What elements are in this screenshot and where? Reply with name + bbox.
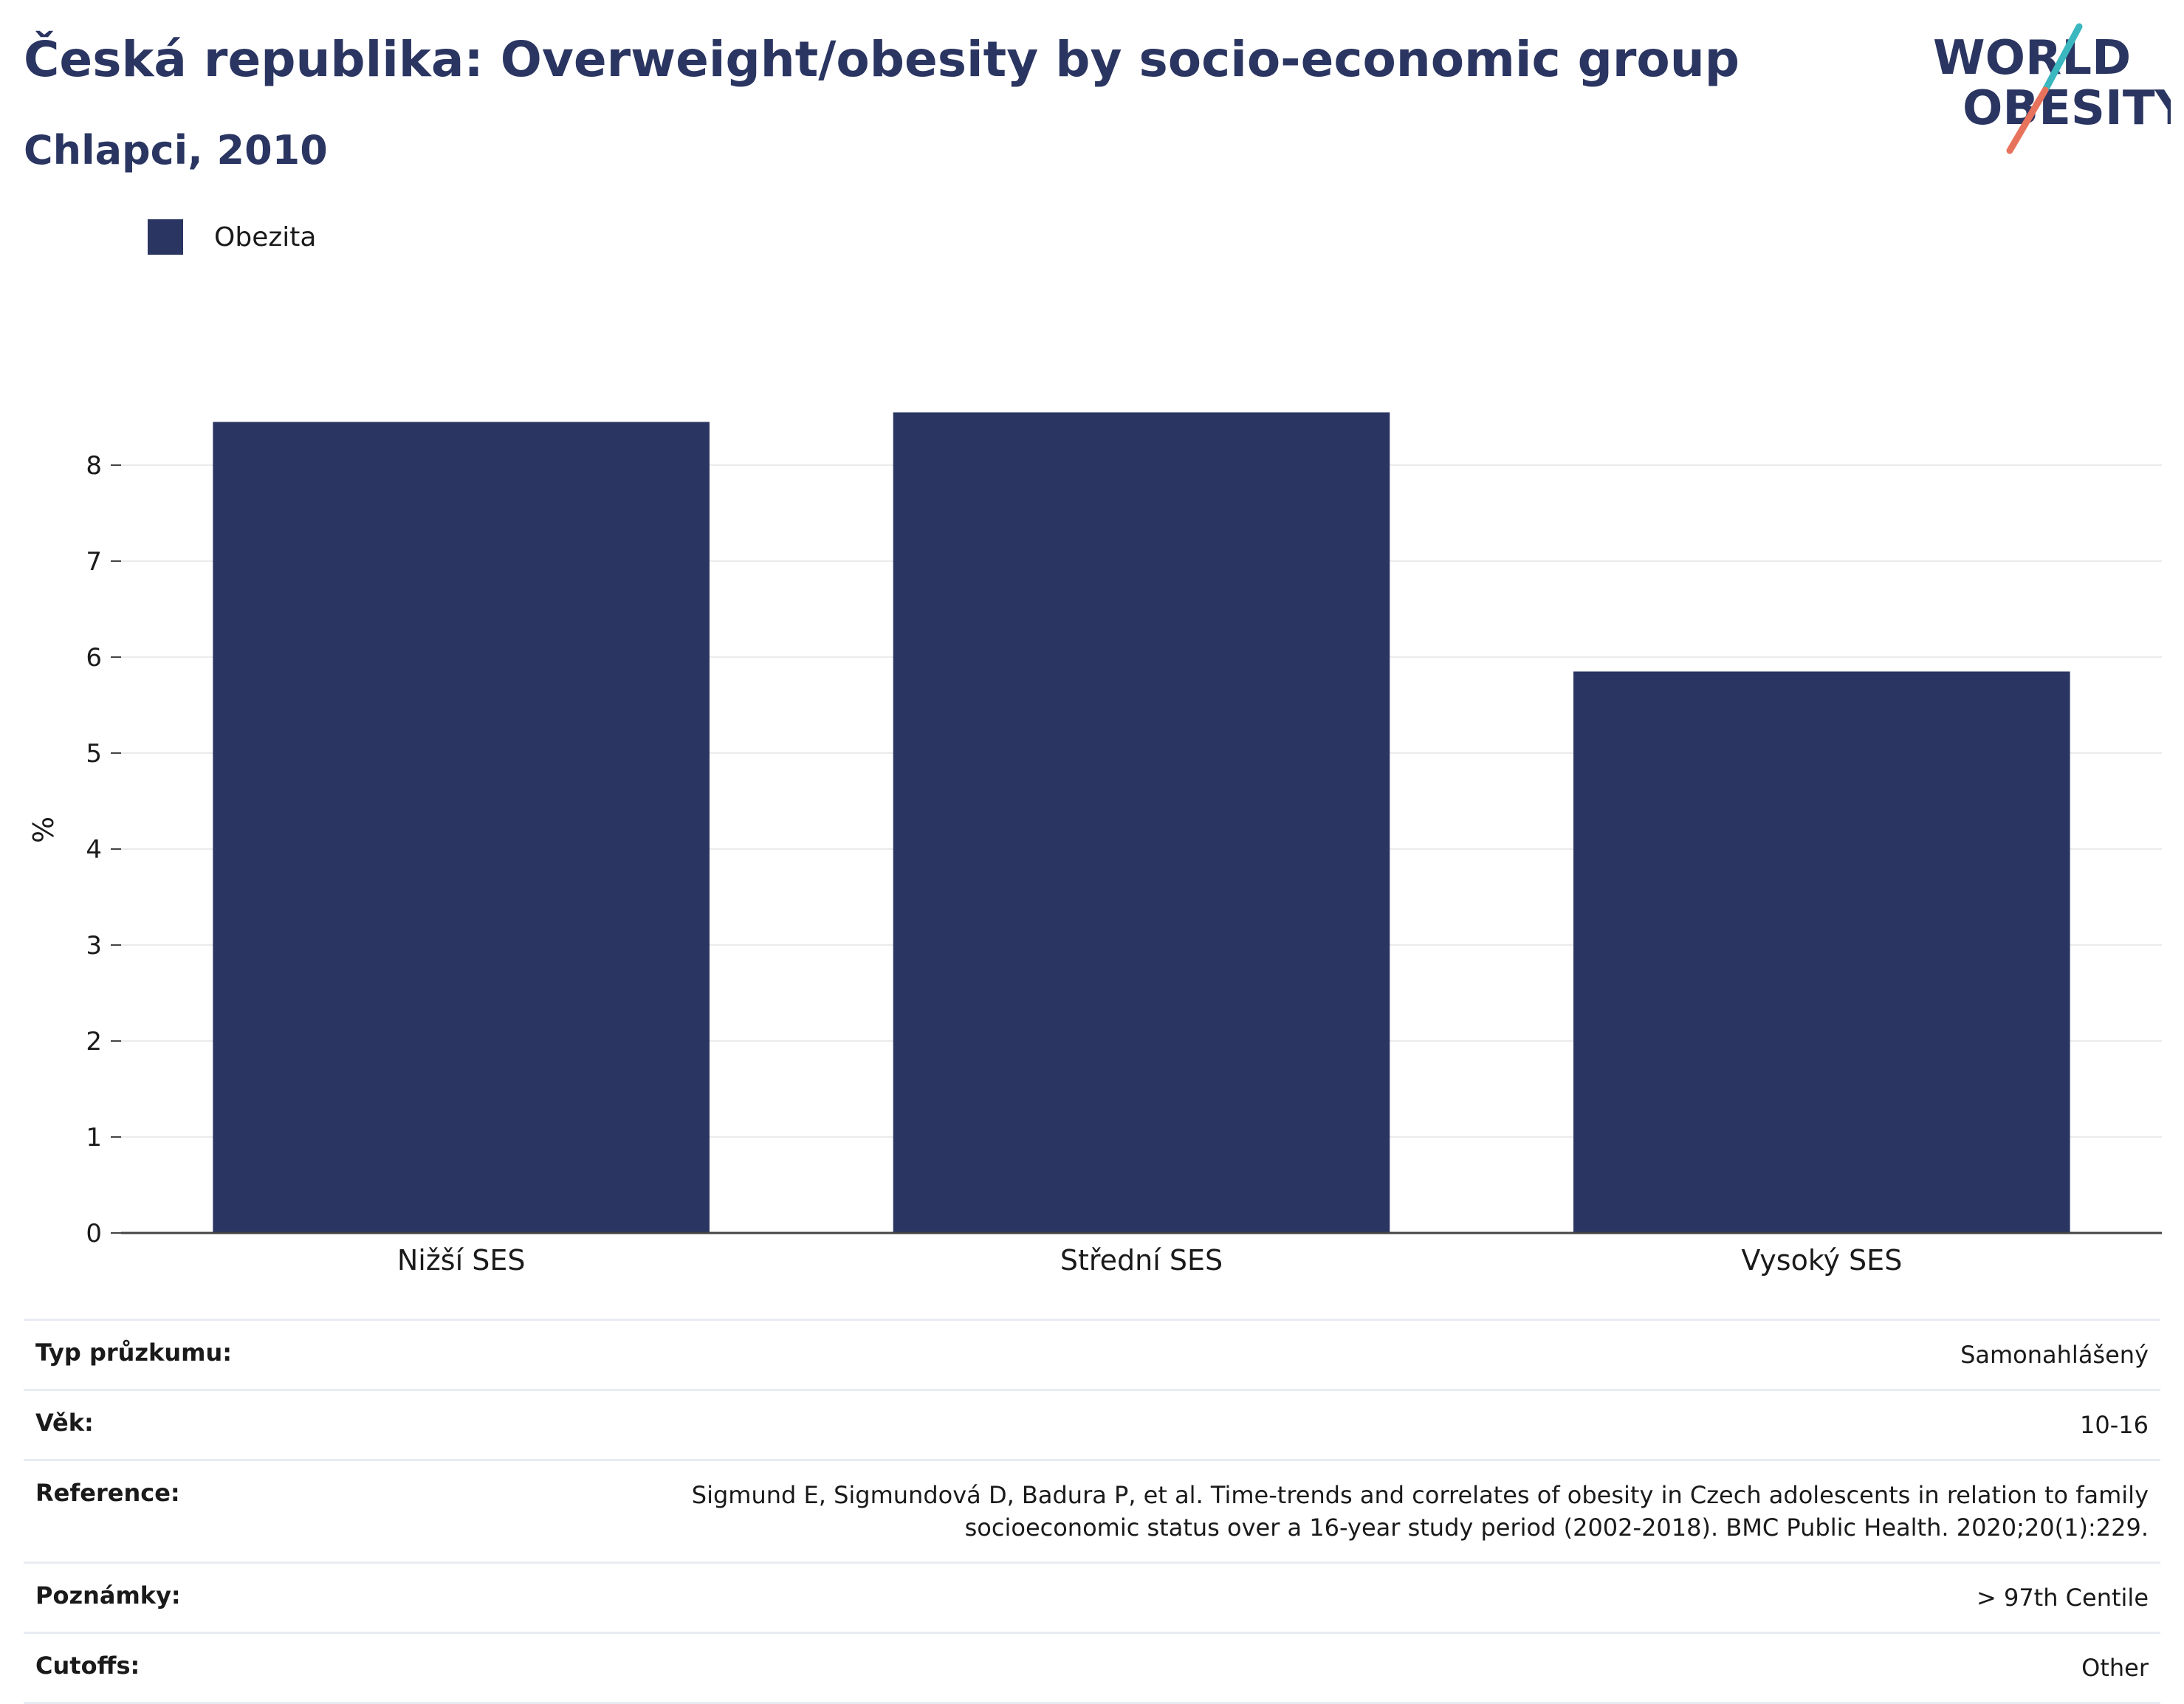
metadata-value: > 97th Centile [343,1563,2160,1633]
bar-1 [213,422,710,1233]
legend-label-obezita: Obezita [214,221,317,252]
metadata-value: Samonahlášený [343,1320,2160,1390]
metadata-row: Typ průzkumu: Samonahlášený [24,1319,2160,1390]
y-tick-label-1: 1 [86,1123,102,1152]
metadata-value-line: 10-16 [2080,1411,2149,1439]
y-tick-label-7: 7 [86,547,102,577]
metadata-row: Cutoffs: Other [24,1632,2160,1703]
x-tick-label-1: Nižší SES [397,1244,526,1277]
metadata-value-line: Sigmund E, Sigmundová D, Badura P, et al… [691,1481,2149,1509]
chart-subtitle: Chlapci, 2010 [24,127,328,174]
metadata-value: 10-16 [343,1390,2160,1460]
metadata-row: Reference: Sigmund E, Sigmundová D, Badur… [24,1460,2160,1563]
bar-3 [1573,671,2070,1233]
logo-line2: OBESITY [1962,81,2171,136]
metadata-row: Poznámky: > 97th Centile [24,1562,2160,1633]
y-tick-label-3: 3 [86,931,102,961]
y-tick-label-0: 0 [86,1219,102,1248]
y-tick-label-2: 2 [86,1027,102,1057]
metadata-label: Cutoffs: [35,1652,140,1680]
chart-title: Česká republika: Overweight/obesity by s… [24,31,1740,88]
x-tick-label-3: Vysoký SES [1741,1244,1902,1277]
metadata-label: Poznámky: [35,1581,181,1609]
metadata-value-line: Samonahlášený [1960,1341,2149,1369]
bar-chart: 0 1 2 3 4 5 6 7 8% Nižší SES Střední SES Vysoký SES [27,412,2162,1277]
y-tick-label-6: 6 [86,643,102,673]
logo-line1: WORLD [1933,31,2131,86]
metadata-value-line: > 97th Centile [1976,1584,2149,1612]
logo-slash-coral [2006,86,2049,154]
world-obesity-logo: WORLD OBESITY [1920,16,2171,157]
y-tick-label-5: 5 [86,739,102,769]
logo-graphic: WORLD OBESITY [1933,23,2171,154]
bar-2 [893,412,1390,1233]
y-tick-label-4: 4 [86,835,102,865]
chart-legend: Obezita [148,219,316,255]
metadata-value-line: socioeconomic status over a 16-year stud… [964,1514,2149,1542]
y-axis-label: % [27,817,60,843]
legend-swatch-obezita [148,219,183,255]
metadata-value: Other [343,1633,2160,1703]
y-tick-label-8: 8 [86,451,102,481]
x-tick-label-2: Střední SES [1060,1244,1223,1277]
metadata-table: Typ průzkumu: Samonahlášený Věk: 10-16 Refer… [24,1319,2160,1704]
metadata-row: Věk: 10-16 [24,1389,2160,1460]
logo-slash-teal [2042,23,2083,94]
metadata-label: Reference: [35,1479,180,1507]
metadata-value: Sigmund E, Sigmundová D, Badura P, et al… [343,1460,2160,1563]
metadata-value-line: Other [2081,1654,2149,1682]
metadata-label: Věk: [35,1409,94,1437]
metadata-label: Typ průzkumu: [35,1339,233,1367]
